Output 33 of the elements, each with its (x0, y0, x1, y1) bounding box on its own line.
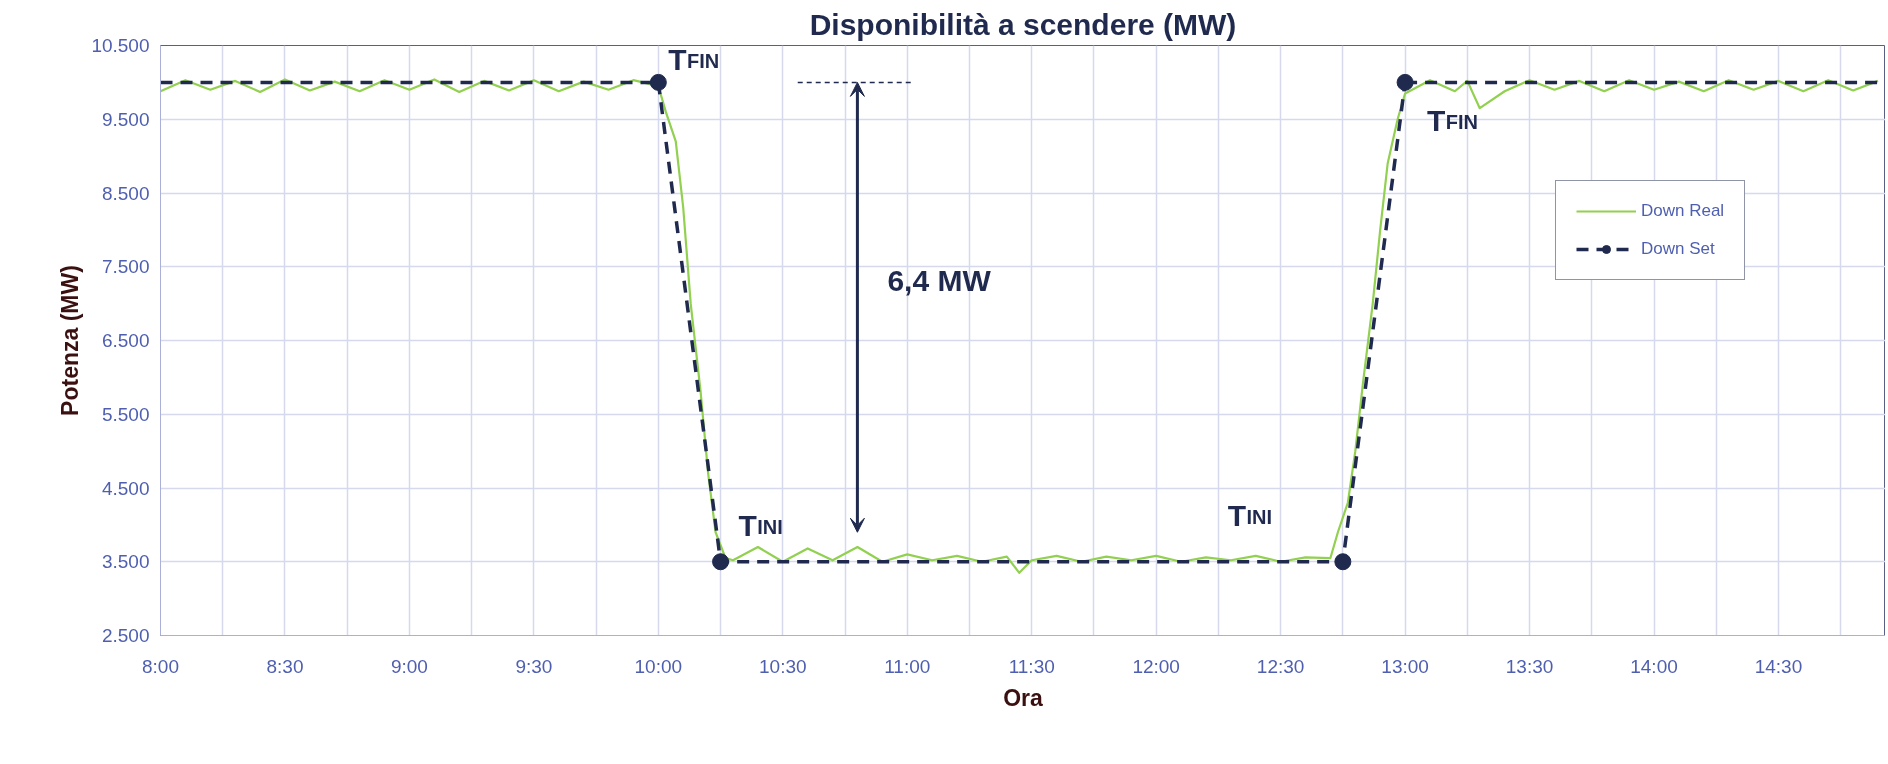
y-tick-label: 4.500 (101, 477, 150, 499)
x-tick-label: 11:30 (1008, 655, 1055, 677)
x-tick-label: 9:30 (515, 655, 553, 677)
y-tick-label: 7.500 (101, 256, 150, 278)
y-tick-label: 5.500 (101, 403, 150, 425)
x-tick-label: 14:00 (1630, 655, 1678, 677)
x-tick-label: 8:00 (142, 655, 179, 677)
chart-title: Disponibilità a scendere (MW) (809, 7, 1237, 41)
x-tick-label: 12:00 (1132, 655, 1180, 677)
x-axis-title: Ora (1003, 684, 1044, 711)
annotation: TINI (738, 508, 783, 542)
x-tick-label: 8:30 (266, 655, 304, 677)
x-tick-label: 11:00 (884, 655, 931, 677)
x-tick-label: 13:30 (1505, 655, 1554, 677)
y-tick-label: 2.500 (101, 625, 150, 646)
annotation: 6,4 MW (887, 264, 992, 298)
y-axis-title: Potenza (MW) (57, 265, 84, 416)
annotation: TFIN (668, 43, 720, 77)
y-tick-label: 10.500 (91, 35, 150, 56)
y-tick-label: 9.500 (101, 108, 150, 130)
legend-label: Down Set (1641, 239, 1715, 259)
x-tick-label: 9:00 (390, 655, 428, 677)
y-tick-label: 8.500 (101, 182, 150, 204)
legend-label: Down Real (1641, 201, 1725, 221)
x-tick-label: 12:30 (1256, 655, 1305, 677)
x-tick-label: 10:30 (759, 655, 807, 677)
y-tick-label: 6.500 (101, 330, 150, 351)
annotation: TINI (1227, 498, 1273, 532)
x-tick-label: 10:00 (634, 655, 683, 677)
annotation: TFIN (1427, 104, 1478, 138)
y-tick-label: 3.500 (101, 551, 150, 573)
x-tick-label: 14:30 (1754, 655, 1803, 677)
x-tick-label: 13:00 (1381, 655, 1429, 677)
